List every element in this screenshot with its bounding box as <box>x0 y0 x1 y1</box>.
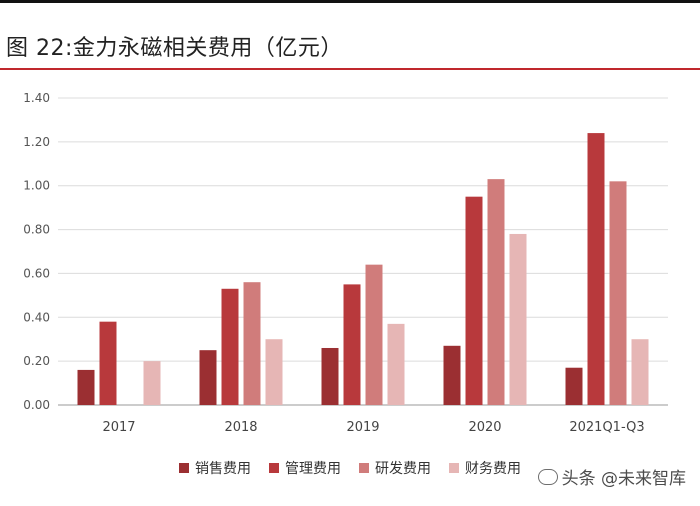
legend-item: 管理费用 <box>269 458 341 478</box>
legend-item: 财务费用 <box>449 458 521 478</box>
legend-label: 研发费用 <box>375 461 431 477</box>
bar-2017-销售费用 <box>77 369 95 405</box>
bar-2018-财务费用 <box>265 339 283 405</box>
title-rule <box>0 68 700 70</box>
top-rule <box>0 0 700 3</box>
bar-2019-销售费用 <box>321 347 339 405</box>
legend-label: 管理费用 <box>285 461 341 477</box>
y-tick-label: 1.20 <box>23 135 50 149</box>
chart-area: 0.00 0.20 0.40 0.60 0.80 1.00 1.20 1.40 2017 2018… <box>0 80 700 506</box>
bar-2018-管理费用 <box>221 288 239 405</box>
x-tick-label: 2021Q1-Q3 <box>569 420 644 435</box>
x-tick-label: 2020 <box>468 420 501 435</box>
x-tick-label: 2018 <box>224 420 257 435</box>
legend-label: 销售费用 <box>195 461 251 477</box>
y-tick-label: 0.80 <box>23 223 50 237</box>
chart-legend: 销售费用 管理费用 研发费用 财务费用 <box>0 458 700 478</box>
legend-item: 销售费用 <box>179 458 251 478</box>
bar-2017-财务费用 <box>143 361 161 405</box>
bar-2020-研发费用 <box>487 179 505 405</box>
y-tick-label: 0.60 <box>23 266 50 280</box>
bar-2021Q1-Q3-财务费用 <box>631 339 649 405</box>
camera-icon <box>537 468 558 485</box>
bar-2021Q1-Q3-管理费用 <box>587 133 605 406</box>
bar-2021Q1-Q3-销售费用 <box>565 367 583 405</box>
bar-chart: 0.00 0.20 0.40 0.60 0.80 1.00 1.20 1.40 2017 2018… <box>23 91 668 435</box>
bar-2020-管理费用 <box>465 196 483 405</box>
y-tick-label: 1.40 <box>23 91 50 105</box>
x-tick-label: 2019 <box>346 420 379 435</box>
bar-2018-研发费用 <box>243 282 261 405</box>
legend-swatch <box>179 463 189 473</box>
legend-item: 研发费用 <box>359 458 431 478</box>
bar-2021Q1-Q3-研发费用 <box>609 181 627 405</box>
legend-swatch <box>359 463 369 473</box>
figure-title: 图 22:金力永磁相关费用（亿元） <box>6 36 343 61</box>
bar-2020-财务费用 <box>509 233 527 405</box>
bar-2018-销售费用 <box>199 350 217 405</box>
y-tick-label: 0.00 <box>23 398 50 412</box>
x-tick-label: 2017 <box>102 420 135 435</box>
legend-swatch <box>449 463 459 473</box>
bar-2019-研发费用 <box>365 264 383 405</box>
y-tick-label: 0.40 <box>23 310 50 324</box>
legend-label: 财务费用 <box>465 461 521 477</box>
y-tick-label: 0.20 <box>23 354 50 368</box>
y-tick-label: 1.00 <box>23 179 50 193</box>
bar-2019-财务费用 <box>387 323 405 405</box>
bar-2020-销售费用 <box>443 345 461 405</box>
watermark: 头条 @未来智库 <box>537 464 686 489</box>
bar-2019-管理费用 <box>343 284 361 405</box>
watermark-text: 头条 @未来智库 <box>561 469 686 489</box>
legend-swatch <box>269 463 279 473</box>
bar-2017-管理费用 <box>99 321 117 405</box>
